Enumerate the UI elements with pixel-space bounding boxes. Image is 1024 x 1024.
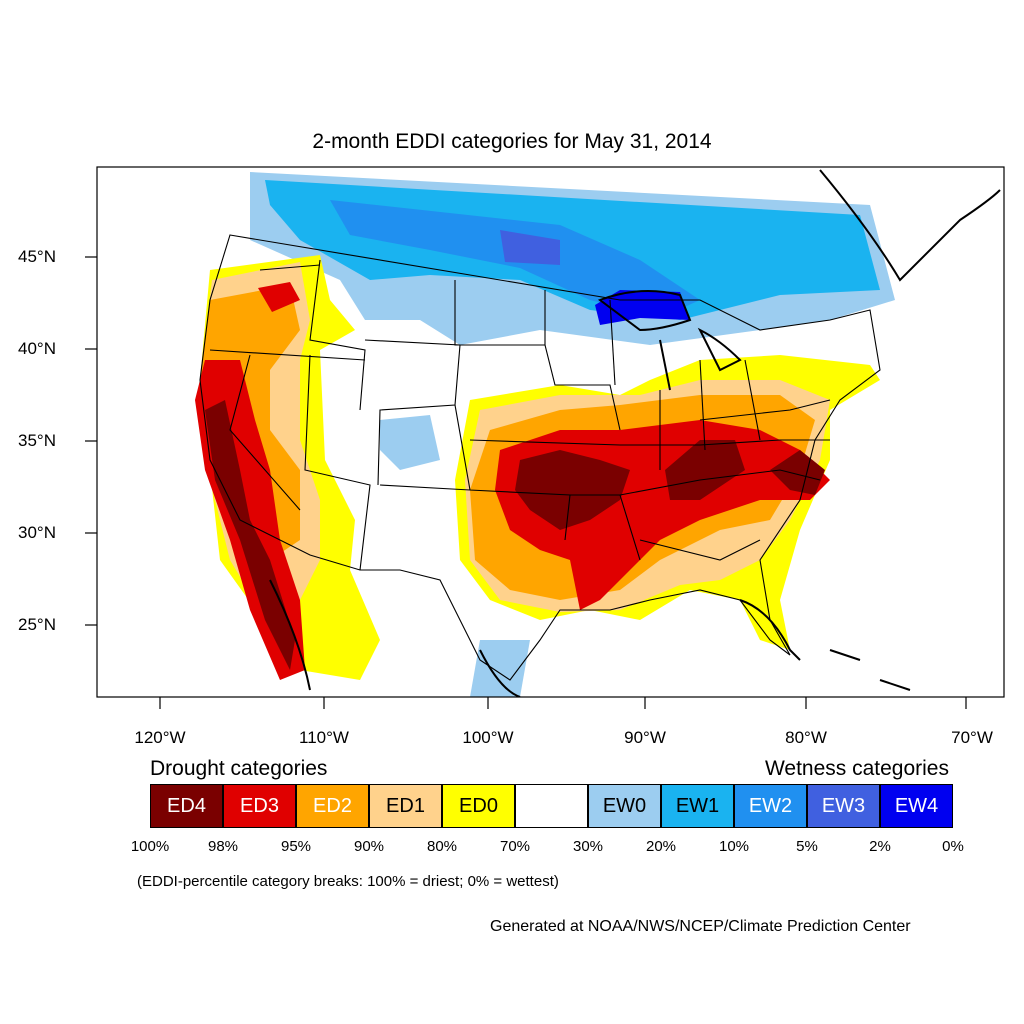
legend-break-label: 10%: [718, 838, 750, 855]
wetness-heading: Wetness categories: [764, 757, 949, 780]
lat-label: 45°N: [18, 247, 56, 266]
canada-coast: [819, 169, 1001, 282]
great-lakes: [597, 290, 742, 391]
legend-break-label: 2%: [869, 838, 891, 855]
legend-break-label: 0%: [942, 838, 964, 855]
wet-region-tx: [470, 640, 530, 697]
legend-note: (EDDI-percentile category breaks: 100% =…: [137, 873, 559, 890]
legend-swatch: ED2: [296, 784, 369, 828]
legend-break-label: 80%: [426, 838, 458, 855]
wet-region-sw: [380, 415, 440, 470]
lon-label: 100°W: [462, 728, 514, 747]
dry-region-west-ed4: [205, 400, 295, 670]
lon-label: 120°W: [134, 728, 186, 747]
lon-label: 90°W: [624, 728, 666, 747]
dry-region-east-ed4: [515, 450, 630, 530]
lat-label: 30°N: [18, 523, 56, 542]
dry-region-ky-ed4: [665, 440, 745, 500]
caribbean-islands: [829, 649, 911, 691]
legend-swatch: [515, 784, 588, 828]
legend-break-label: 70%: [499, 838, 531, 855]
florida-coast: [739, 599, 801, 661]
legend-swatch: EW2: [734, 784, 807, 828]
legend-swatch: ED0: [442, 784, 515, 828]
lat-label: 35°N: [18, 431, 56, 450]
legend-swatch: EW1: [661, 784, 734, 828]
legend-break-label: 95%: [280, 838, 312, 855]
legend-swatch: EW4: [880, 784, 953, 828]
wet-region-ew4: [595, 290, 690, 325]
legend-swatch: ED1: [369, 784, 442, 828]
legend-swatch: ED3: [223, 784, 296, 828]
legend-break-label: 100%: [130, 838, 170, 855]
dry-region-nc-ed4: [770, 450, 825, 495]
legend-break-label: 30%: [572, 838, 604, 855]
legend-break-label: 20%: [645, 838, 677, 855]
map-frame: [96, 166, 1005, 698]
lon-label: 110°W: [299, 728, 349, 747]
dry-region-or-ed3: [258, 282, 300, 312]
mexico-coast: [269, 579, 521, 697]
legend-swatch: EW0: [588, 784, 661, 828]
lat-label: 25°N: [18, 615, 56, 634]
legend-break-label: 98%: [207, 838, 239, 855]
credit-line: Generated at NOAA/NWS/NCEP/Climate Predi…: [490, 918, 911, 935]
legend-swatch: ED4: [150, 784, 223, 828]
wet-region-ew3: [500, 230, 560, 265]
us-border: [199, 234, 881, 681]
legend-break-label: 90%: [353, 838, 385, 855]
lon-label: 80°W: [785, 728, 827, 747]
lat-label: 40°N: [18, 339, 56, 358]
drought-heading: Drought categories: [150, 757, 328, 780]
map-title: 2-month EDDI categories for May 31, 2014: [312, 130, 712, 153]
legend-break-label: 5%: [796, 838, 818, 855]
legend-swatch: EW3: [807, 784, 880, 828]
lon-label: 70°W: [951, 728, 993, 747]
